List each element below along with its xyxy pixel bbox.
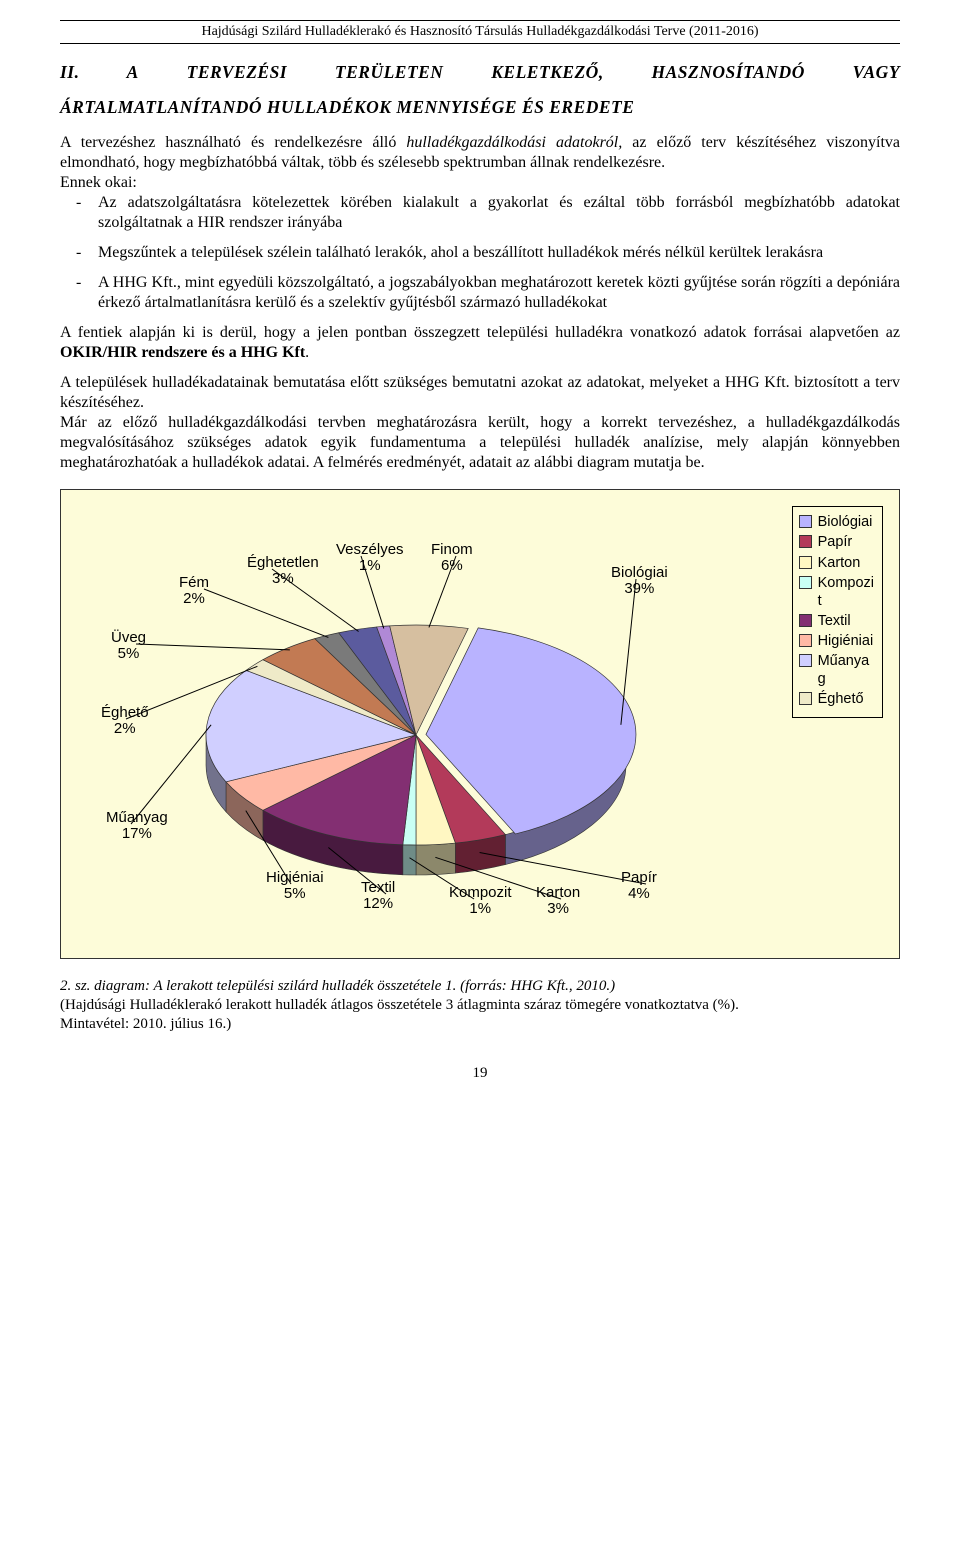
- chart-caption: 2. sz. diagram: A lerakott települési sz…: [60, 977, 900, 1033]
- legend-swatch: [799, 556, 812, 569]
- legend-row: Karton: [799, 554, 874, 572]
- caption-line-3: Mintavétel: 2010. július 16.): [60, 1015, 900, 1034]
- legend-label: Kompozit: [818, 574, 874, 610]
- pie-chart: Biológiai39% Papír4% Karton3% Kompozit1% Tex…: [71, 500, 889, 946]
- p1b: hulladékgazdálkodási adatokról,: [406, 134, 622, 151]
- legend-label: Karton: [818, 554, 861, 572]
- title-w5: HASZNOSÍTANDÓ: [652, 62, 805, 82]
- slice-label: Finom6%: [431, 542, 473, 574]
- title-w4: KELETKEZŐ,: [491, 62, 603, 82]
- slice-label: Biológiai39%: [611, 565, 668, 597]
- legend-swatch: [799, 515, 812, 528]
- caption-line-2: (Hajdúsági Hulladéklerakó lerakott hulla…: [60, 996, 900, 1015]
- legend-swatch: [799, 535, 812, 548]
- section-title: II. A TERVEZÉSI TERÜLETEN KELETKEZŐ, HAS…: [60, 62, 900, 84]
- legend-row: Kompozit: [799, 574, 874, 610]
- list-item: Az adatszolgáltatásra kötelezettek köréb…: [98, 193, 900, 233]
- slice-label: Textil12%: [361, 880, 395, 912]
- title-w1: A: [127, 62, 139, 82]
- slice-label: Veszélyes1%: [336, 542, 404, 574]
- legend-row: Papír: [799, 533, 874, 551]
- legend-row: Éghető: [799, 690, 874, 708]
- legend-label: Papír: [818, 533, 853, 551]
- paragraph-3: A települések hulladékadatainak bemutatá…: [60, 373, 900, 413]
- title-w2: TERVEZÉSI: [187, 62, 287, 82]
- slice-label: Karton3%: [536, 885, 580, 917]
- p2a: A fentiek alapján ki is derül, hogy a je…: [60, 324, 900, 341]
- legend-swatch: [799, 576, 812, 589]
- title-w6: VAGY: [853, 62, 900, 82]
- paragraph-1: A tervezéshez használható és rendelkezés…: [60, 133, 900, 173]
- legend-swatch: [799, 654, 812, 667]
- section-title-line2: ÁRTALMATLANÍTANDÓ HULLADÉKOK MENNYISÉGE …: [60, 97, 900, 119]
- title-num: II.: [60, 62, 80, 82]
- p2b: OKIR/HIR rendszere és a HHG Kft: [60, 344, 305, 361]
- legend-label: Éghető: [818, 690, 864, 708]
- list-item: Megszűntek a települések szélein találha…: [98, 243, 900, 263]
- slice-label: Műanyag17%: [106, 810, 168, 842]
- paragraph-2: A fentiek alapján ki is derül, hogy a je…: [60, 323, 900, 363]
- slice-label: Éghető2%: [101, 705, 149, 737]
- p1a: A tervezéshez használható és rendelkezés…: [60, 134, 406, 151]
- legend-label: Higiéniai: [818, 632, 874, 650]
- slice-label: Fém2%: [179, 575, 209, 607]
- slice-label: Kompozit1%: [449, 885, 512, 917]
- slice-label: Higiéniai5%: [266, 870, 324, 902]
- page-header: Hajdúsági Szilárd Hulladéklerakó és Hasz…: [60, 20, 900, 44]
- pie-chart-container: Biológiai39% Papír4% Karton3% Kompozit1% Tex…: [60, 489, 900, 959]
- list-item: A HHG Kft., mint egyedüli közszolgáltató…: [98, 273, 900, 313]
- legend-row: Műanyag: [799, 652, 874, 688]
- chart-legend: Biológiai Papír Karton Kompozit Textil Higién…: [792, 506, 883, 717]
- legend-label: Biológiai: [818, 513, 873, 531]
- caption-line-1: 2. sz. diagram: A lerakott települési sz…: [60, 977, 900, 996]
- reasons-list: Az adatszolgáltatásra kötelezettek köréb…: [60, 193, 900, 313]
- legend-label: Műanyag: [818, 652, 870, 688]
- legend-row: Higiéniai: [799, 632, 874, 650]
- paragraph-4: Már az előző hulladékgazdálkodási tervbe…: [60, 413, 900, 473]
- page-number: 19: [60, 1064, 900, 1083]
- legend-row: Biológiai: [799, 513, 874, 531]
- paragraph-1d: Ennek okai:: [60, 173, 900, 193]
- legend-row: Textil: [799, 612, 874, 630]
- slice-label: Éghetetlen3%: [247, 555, 319, 587]
- legend-swatch: [799, 634, 812, 647]
- legend-label: Textil: [818, 612, 851, 630]
- slice-label: Papír4%: [621, 870, 657, 902]
- slice-label: Üveg5%: [111, 630, 146, 662]
- title-w3: TERÜLETEN: [335, 62, 444, 82]
- p2c: .: [305, 344, 309, 361]
- legend-swatch: [799, 614, 812, 627]
- legend-swatch: [799, 692, 812, 705]
